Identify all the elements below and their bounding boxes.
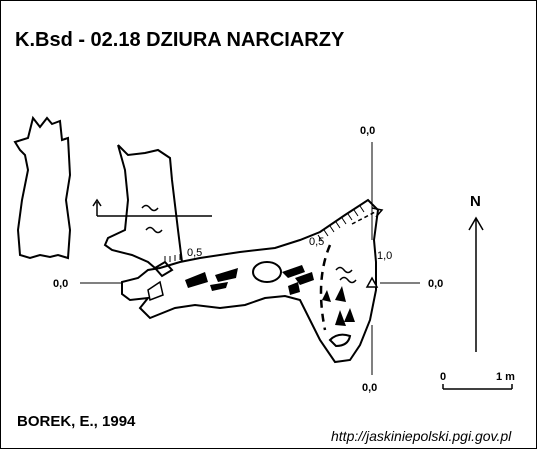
north-label: N <box>470 193 481 210</box>
inner-ledge-dashed <box>319 244 332 331</box>
depth-label-a: 0,5 <box>187 247 202 259</box>
north-arrow-icon <box>468 216 484 231</box>
rock-outline <box>252 261 282 283</box>
slope-hatching <box>317 205 365 242</box>
rock-outline-small <box>328 333 352 348</box>
author-credit: BOREK, E., 1994 <box>17 413 136 430</box>
cross-section-profile <box>13 115 72 260</box>
dashed-arrow <box>351 211 376 225</box>
chevron-arrow-icon <box>371 207 384 218</box>
scale-end: 1 m <box>496 371 515 383</box>
level-top: 0,0 <box>360 125 375 137</box>
water-symbol-icon <box>141 204 163 234</box>
boulder-symbols <box>185 265 355 326</box>
entrance-rock <box>153 260 174 278</box>
cave-plan-outline <box>121 198 380 364</box>
entrance-shaft-outline <box>103 144 183 269</box>
map-title: K.Bsd - 02.18 DZIURA NARCIARZY <box>15 29 345 51</box>
section-arrow-icon <box>92 198 102 207</box>
scale-start: 0 <box>440 371 446 383</box>
water-symbol-icon-2 <box>335 266 357 284</box>
level-right: 0,0 <box>428 278 443 290</box>
level-bottom: 0,0 <box>362 382 377 394</box>
survey-station-icon <box>365 276 379 288</box>
source-url[interactable]: http://jaskiniepolski.pgi.gov.pl <box>331 428 512 444</box>
level-left: 0,0 <box>53 278 68 290</box>
depth-label-b: 0,5 <box>309 236 324 248</box>
depth-label-c: 1,0 <box>377 250 392 262</box>
